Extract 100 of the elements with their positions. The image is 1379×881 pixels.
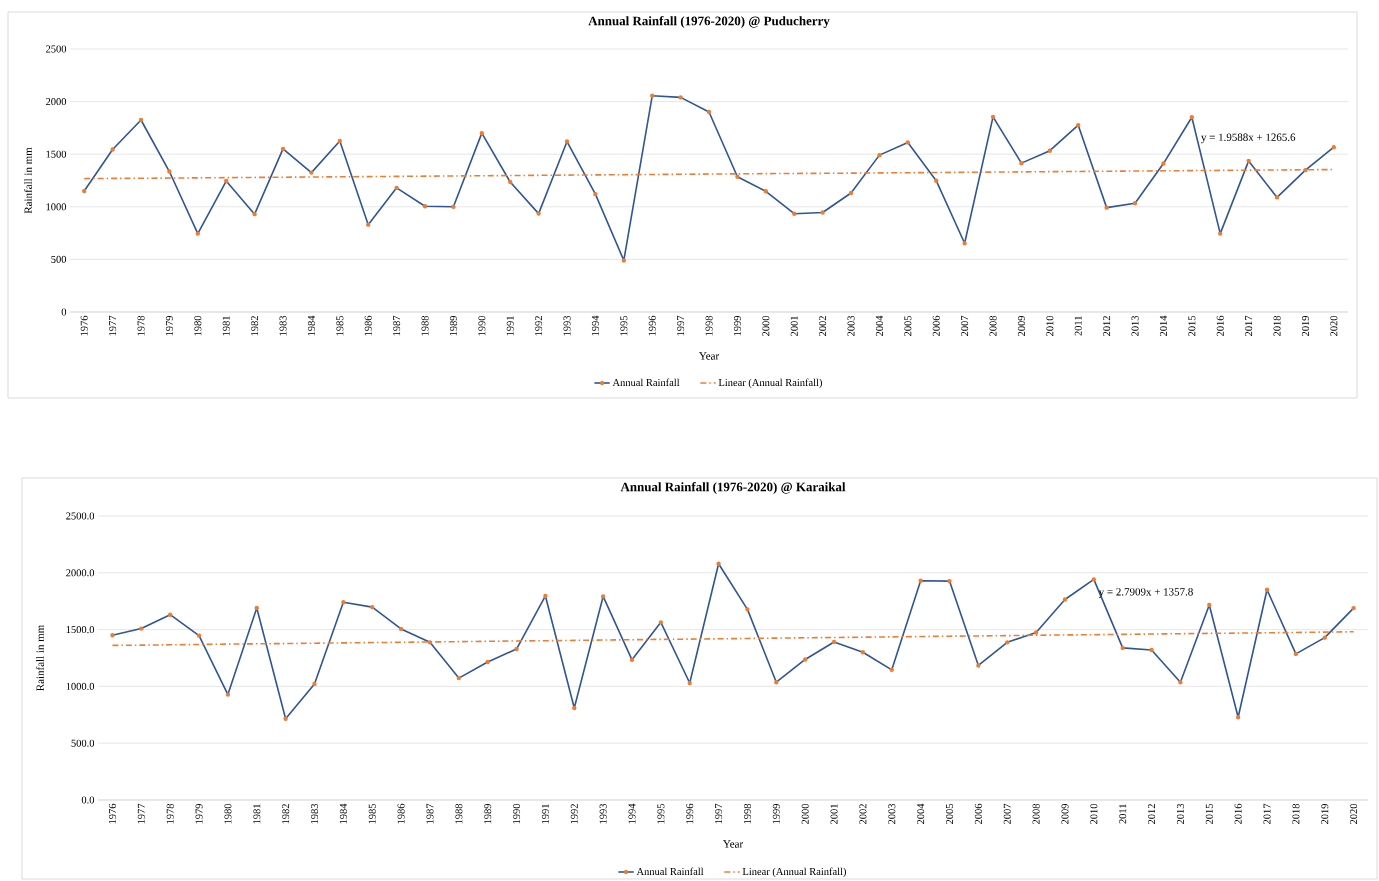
legend-label: Linear (Annual Rainfall) xyxy=(718,378,822,389)
x-tick-label: 2017 xyxy=(1263,803,1271,824)
x-tick-label: 2011 xyxy=(1074,316,1082,336)
x-tick-label: 2000 xyxy=(801,803,809,824)
x-tick-label: 2018 xyxy=(1273,315,1281,336)
x-tick-label: 1997 xyxy=(715,803,723,824)
x-tick-label: 2010 xyxy=(1046,315,1054,336)
x-tick-label: 2013 xyxy=(1176,803,1184,824)
x-tick-label: 1983 xyxy=(310,803,319,824)
y-tick-label: 500 xyxy=(51,255,67,263)
x-tick-label: 1981 xyxy=(253,804,261,824)
point xyxy=(1303,167,1308,173)
x-tick-label: 1998 xyxy=(705,315,713,336)
x-tick-label: 2016 xyxy=(1234,803,1242,824)
x-tick-label: 1995 xyxy=(620,315,628,336)
annotation: y = 1.9588x + 1265.6 xyxy=(1201,133,1296,144)
x-tick-label: 2020 xyxy=(1350,803,1358,824)
y-tick-label: 1000.0 xyxy=(66,682,95,690)
x-tick-label: 1987 xyxy=(426,803,434,824)
x-tick-label: 2010 xyxy=(1090,803,1098,824)
x-tick-label: 1979 xyxy=(195,803,203,824)
x-tick-label: 2015 xyxy=(1188,315,1196,336)
y-tick-label: 0.0 xyxy=(81,796,95,804)
x-tick-label: 2016 xyxy=(1216,315,1224,336)
legend-label: Annual Rainfall xyxy=(612,378,680,387)
x-tick-label: 1985 xyxy=(336,315,344,336)
y-tick-label: 1500 xyxy=(46,150,67,158)
x-tick-label: 1984 xyxy=(307,315,315,336)
x-tick-label: 1977 xyxy=(137,803,145,824)
x-tick-label: 2019 xyxy=(1321,803,1329,824)
y-axis-title: Rainfall in mm xyxy=(24,147,32,214)
x-tick-label: 2009 xyxy=(1017,315,1025,336)
x-tick-label: 1976 xyxy=(108,803,116,824)
x-tick-label: 2001 xyxy=(830,804,838,824)
x-tick-label: 1977 xyxy=(109,315,117,336)
x-tick-label: 2008 xyxy=(1032,803,1040,824)
x-tick-label: 1983 xyxy=(279,315,287,336)
y-tick-label: 2500 xyxy=(46,45,67,53)
y-tick-label: 0 xyxy=(61,308,67,316)
x-tick-label: 1986 xyxy=(397,803,405,824)
x-tick-label: 1998 xyxy=(743,803,751,824)
chart-title: Annual Rainfall (1976-2020) @ Puducherry xyxy=(588,16,830,28)
x-tick-label: 2006 xyxy=(932,315,940,336)
x-tick-label: 2006 xyxy=(974,803,982,824)
x-tick-label: 1985 xyxy=(368,803,376,824)
x-tick-label: 1996 xyxy=(686,803,694,824)
x-tick-label: 2018 xyxy=(1292,803,1300,824)
x-tick-label: 2012 xyxy=(1103,316,1111,336)
x-tick-label: 2000 xyxy=(762,315,770,336)
x-axis-title: Year xyxy=(699,352,720,360)
x-tick-label: 2007 xyxy=(961,315,969,336)
x-tick-label: 2005 xyxy=(904,315,912,336)
x-tick-label: 1980 xyxy=(194,315,202,336)
x-tick-label: 2009 xyxy=(1061,803,1069,824)
legend-label: Linear (Annual Rainfall) xyxy=(742,867,846,878)
x-tick-label: 1999 xyxy=(733,315,741,336)
x-tick-label: 1976 xyxy=(80,315,88,336)
y-tick-label: 2500.0 xyxy=(66,512,95,520)
x-tick-label: 2004 xyxy=(917,803,925,824)
x-tick-label: 1992 xyxy=(535,316,543,336)
x-tick-label: 1989 xyxy=(484,803,492,824)
x-tick-label: 2015 xyxy=(1205,803,1213,824)
y-tick-label: 2000 xyxy=(46,98,67,106)
x-tick-label: 1994 xyxy=(591,315,599,336)
x-tick-label: 1988 xyxy=(455,803,463,824)
x-tick-label: 2001 xyxy=(790,316,798,336)
annotation: y = 2.7909x + 1357.8 xyxy=(1098,588,1193,598)
x-tick-label: 1993 xyxy=(563,315,571,336)
x-tick-label: 1993 xyxy=(599,803,607,824)
y-tick-label: 2000.0 xyxy=(66,569,95,577)
x-tick-label: 1978 xyxy=(137,315,145,336)
x-tick-label: 2008 xyxy=(989,315,997,336)
x-tick-label: 1980 xyxy=(224,803,232,824)
x-tick-label: 2002 xyxy=(859,804,867,824)
legend-label: Annual Rainfall xyxy=(636,867,704,876)
x-tick-label: 1992 xyxy=(570,804,578,824)
x-tick-label: 1999 xyxy=(772,803,780,824)
x-axis-title: Year xyxy=(723,840,744,848)
x-tick-label: 2013 xyxy=(1131,315,1139,336)
x-tick-label: 1982 xyxy=(251,316,259,336)
y-axis-title: Rainfall in mm xyxy=(36,624,44,691)
x-tick-label: 1984 xyxy=(339,803,347,824)
x-tick-label: 2003 xyxy=(888,803,896,824)
x-tick-label: 1990 xyxy=(513,803,521,824)
point xyxy=(427,640,433,645)
y-tick-label: 1000 xyxy=(46,203,67,211)
chart-title: Annual Rainfall (1976-2020) @ Karaikal xyxy=(620,482,846,494)
x-tick-label: 1991 xyxy=(541,804,549,824)
x-tick-label: 2017 xyxy=(1245,315,1253,336)
x-tick-label: 1991 xyxy=(506,316,514,336)
x-tick-label: 2002 xyxy=(819,316,827,336)
y-tick-label: 1500.0 xyxy=(66,626,95,634)
x-tick-label: 2005 xyxy=(945,803,954,824)
x-tick-label: 1986 xyxy=(364,315,372,336)
x-tick-label: 1989 xyxy=(449,315,457,336)
x-tick-label: 1996 xyxy=(648,315,656,336)
x-tick-label: 1994 xyxy=(628,803,636,824)
x-tick-label: 1997 xyxy=(677,315,685,336)
x-tick-label: 1987 xyxy=(393,315,401,336)
x-tick-label: 2004 xyxy=(875,315,883,336)
